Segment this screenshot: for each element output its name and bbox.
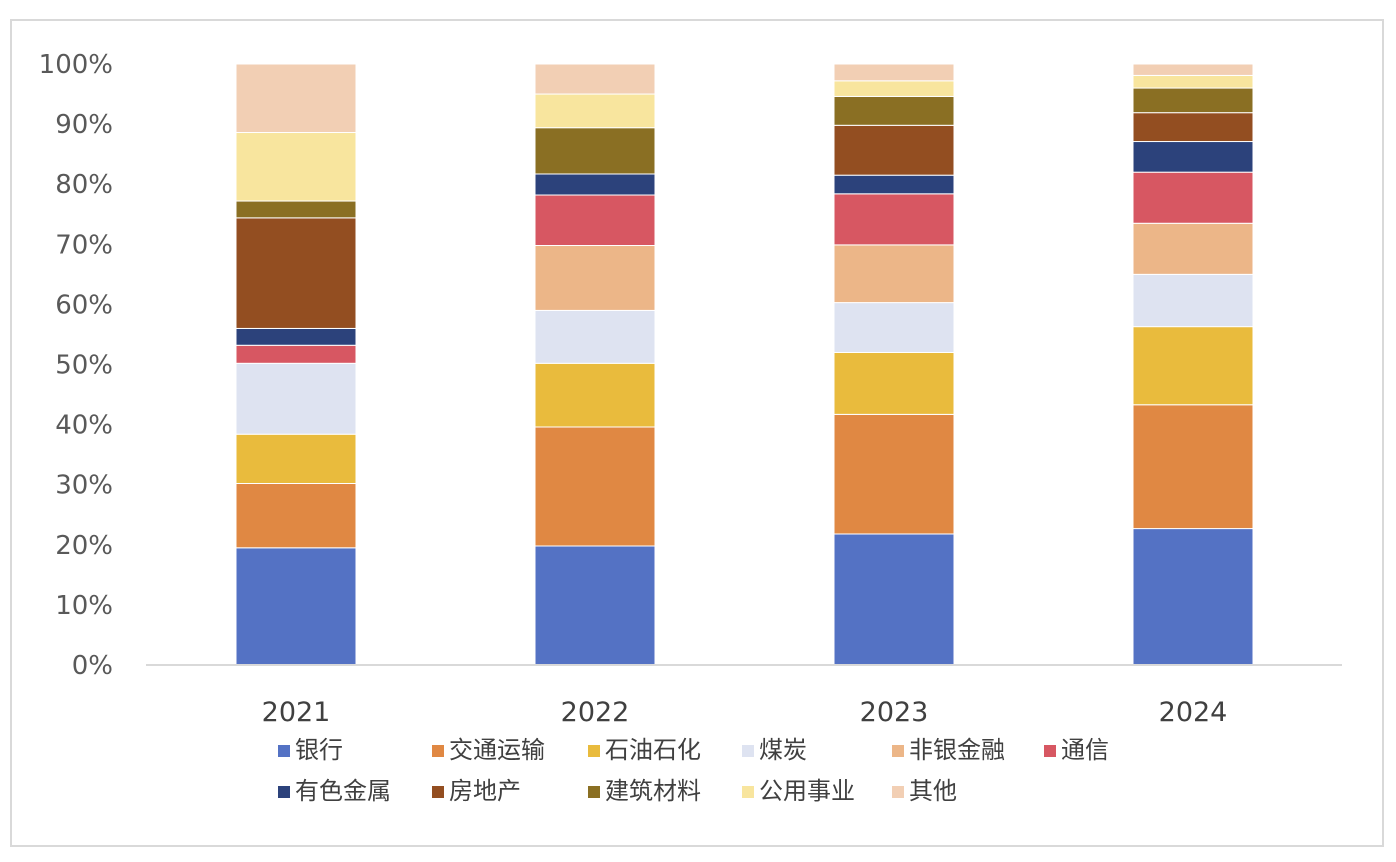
bar-segment — [833, 174, 955, 195]
legend-swatch — [432, 745, 444, 757]
bar-segment — [534, 173, 656, 196]
bar-segment — [534, 309, 656, 364]
y-tick-label: 60% — [55, 290, 113, 320]
x-tick-label: 2022 — [561, 697, 630, 728]
bar-segment — [1132, 171, 1254, 224]
bar-segment — [1132, 326, 1254, 406]
y-tick-label: 10% — [55, 591, 113, 621]
bar-segment — [833, 351, 955, 415]
bar-segment — [833, 63, 955, 82]
bar-segment — [1132, 222, 1254, 275]
legend-label: 房地产 — [449, 777, 521, 805]
legend-swatch — [588, 745, 600, 757]
legend-label: 银行 — [295, 736, 343, 764]
x-tick-label: 2021 — [262, 697, 331, 728]
y-tick-label: 50% — [55, 351, 113, 381]
bar-segment — [833, 413, 955, 535]
legend-label: 非银金融 — [909, 736, 1005, 764]
x-tick-label: 2024 — [1159, 697, 1228, 728]
bar-segment — [235, 200, 357, 219]
legend-label: 其他 — [909, 777, 957, 805]
bar-segment — [833, 533, 955, 666]
legend-swatch — [742, 745, 754, 757]
bar-segment — [1132, 112, 1254, 143]
legend-label: 通信 — [1061, 736, 1109, 764]
bar-segment — [1132, 74, 1254, 89]
bar-segment — [534, 426, 656, 547]
legend-swatch — [278, 786, 290, 798]
legend-swatch — [432, 786, 444, 798]
bar-segment — [235, 327, 357, 346]
bar-segment — [833, 244, 955, 304]
legend-swatch — [588, 786, 600, 798]
stacked-bar-chart: 0%10%20%30%40%50%60%70%80%90%100% 2021 20… — [39, 50, 1342, 805]
y-tick-label: 20% — [55, 531, 113, 561]
chart-frame: 0% 10% 20% 30% 40% 50% 60% 70% 80% 90% 100% 2021 20… — [10, 19, 1384, 847]
legend-swatch — [278, 745, 290, 757]
bar-segment — [235, 547, 357, 666]
y-axis: 0% 10% 20% 30% 40% 50% 60% 70% 80% 90% 100% — [39, 50, 113, 681]
bar-segment — [1132, 273, 1254, 328]
legend-label: 交通运输 — [449, 736, 545, 764]
bar-segment — [833, 124, 955, 176]
bar-segment — [1132, 528, 1254, 666]
y-tick-label: 100% — [39, 50, 113, 80]
bar-segment — [235, 433, 357, 484]
bar-segment — [534, 545, 656, 666]
bar-segment — [534, 245, 656, 311]
legend-label: 煤炭 — [759, 736, 807, 764]
bar-segment — [1132, 63, 1254, 76]
bar-segment — [235, 362, 357, 435]
y-tick-label: 0% — [72, 651, 113, 681]
legend-swatch — [892, 745, 904, 757]
legend-label: 建筑材料 — [605, 777, 701, 805]
bar-segment — [1132, 404, 1254, 530]
bar-segment — [235, 217, 357, 329]
legend-swatch — [1044, 745, 1056, 757]
legend-label: 石油石化 — [605, 736, 701, 764]
bar-segment — [235, 132, 357, 202]
bar-segment — [833, 80, 955, 97]
y-tick-label: 30% — [55, 471, 113, 501]
bars — [235, 63, 1254, 666]
bar-segment — [235, 482, 357, 549]
bar-segment — [534, 362, 656, 428]
bar-segment — [534, 63, 656, 95]
bar-segment — [833, 302, 955, 353]
legend-label: 公用事业 — [759, 777, 855, 805]
bar-segment — [235, 63, 357, 134]
bar-segment — [534, 93, 656, 129]
y-tick-label: 80% — [55, 170, 113, 200]
legend-swatch — [742, 786, 754, 798]
y-tick-label: 90% — [55, 110, 113, 140]
bar-segment — [1132, 87, 1254, 114]
bar-segment — [833, 193, 955, 246]
y-tick-label: 70% — [55, 230, 113, 260]
bar-segment — [534, 194, 656, 247]
legend-label: 有色金属 — [295, 777, 391, 805]
bar-segment — [534, 127, 656, 175]
bar-segment — [833, 95, 955, 126]
x-tick-label: 2023 — [860, 697, 929, 728]
y-tick-label: 40% — [55, 411, 113, 441]
legend-swatch — [892, 786, 904, 798]
x-axis: 2021 2022 2023 2024 — [262, 697, 1228, 728]
bar-segment — [1132, 141, 1254, 173]
bar-segment — [235, 344, 357, 364]
